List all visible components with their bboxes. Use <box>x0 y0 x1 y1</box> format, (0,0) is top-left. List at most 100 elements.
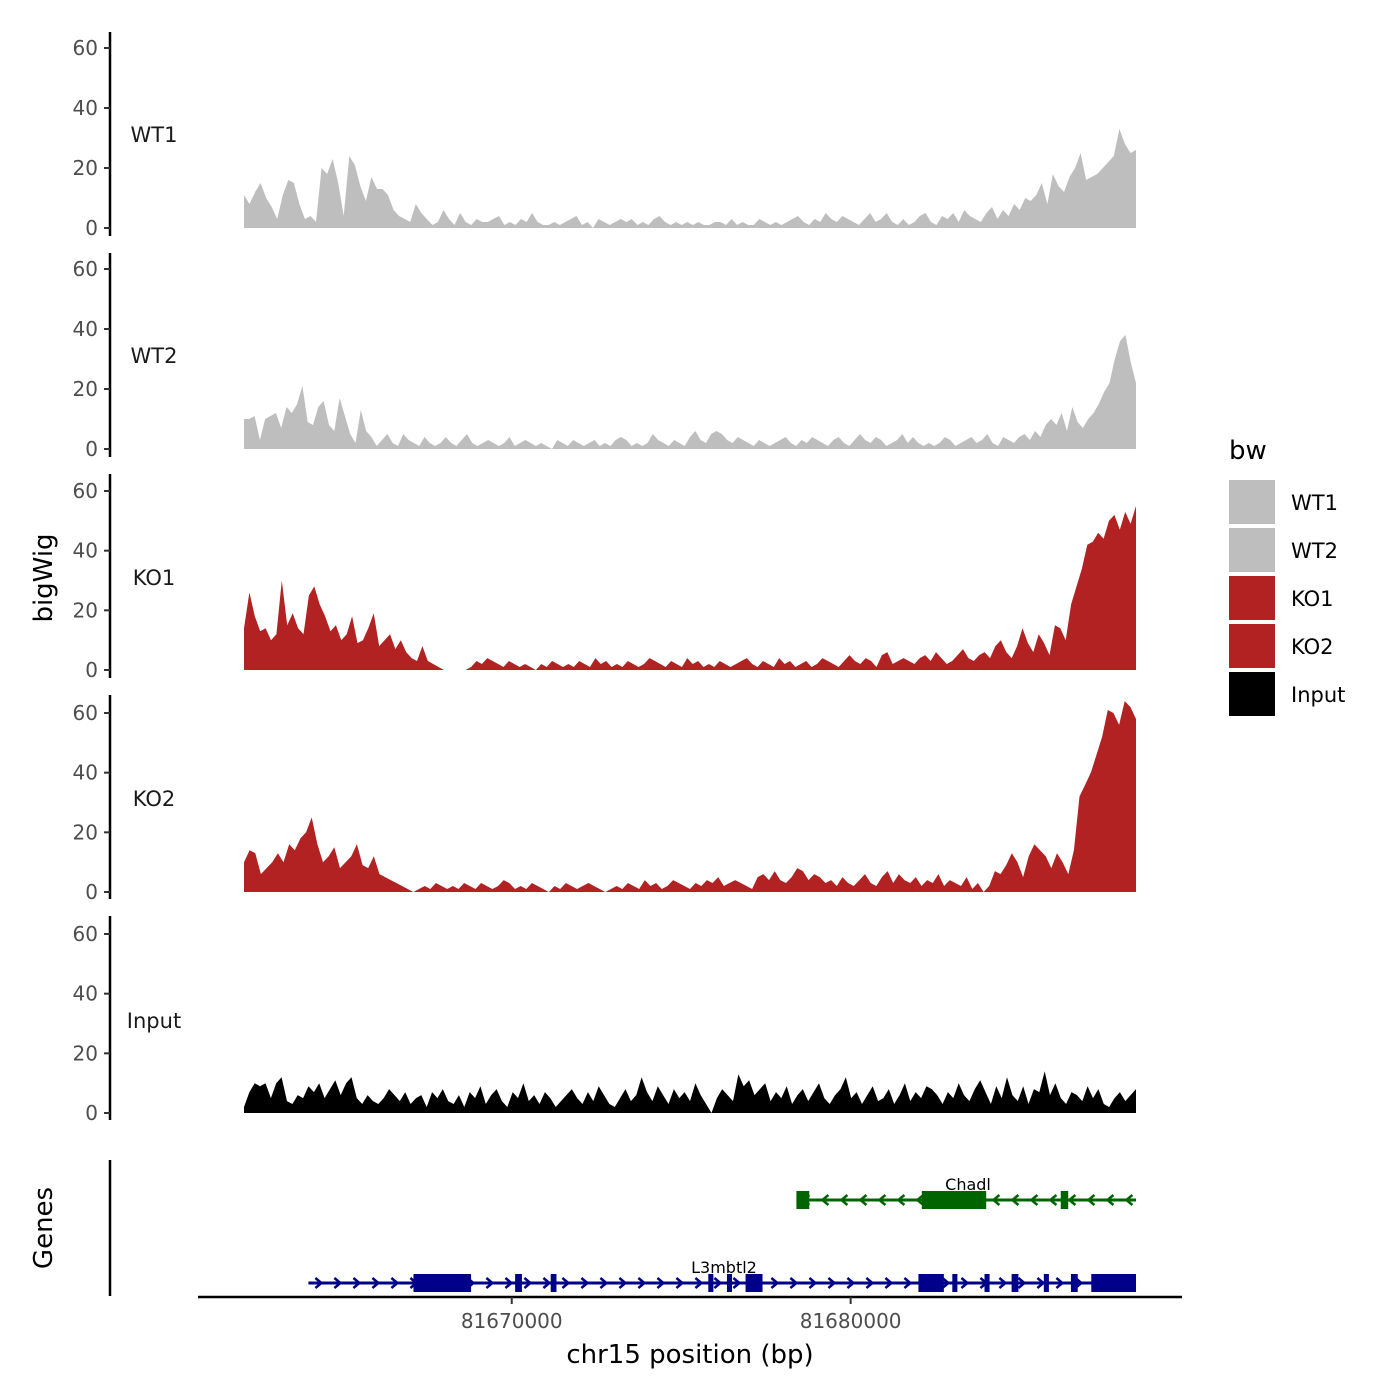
track-panel-input: Input 0 20 40 60 <box>73 916 1136 1125</box>
strand-arrow <box>1017 1277 1027 1289</box>
legend-label: Input <box>1291 683 1345 707</box>
gene-exon <box>918 1274 944 1292</box>
gene-exon <box>708 1274 714 1292</box>
y-tick-label: 40 <box>73 317 98 341</box>
legend-label: KO1 <box>1291 587 1334 611</box>
legend-label: WT1 <box>1291 491 1338 515</box>
y-tick-label: 40 <box>73 761 98 785</box>
strand-arrow <box>1036 1277 1046 1289</box>
strand-arrow <box>390 1277 400 1289</box>
gene-l3mbtl2 <box>308 1274 1136 1292</box>
strand-arrow <box>1048 1194 1058 1206</box>
y-tick-label: 60 <box>73 922 98 946</box>
legend-label: WT2 <box>1291 539 1338 563</box>
strand-arrow <box>1124 1194 1134 1206</box>
y-axis-title: bigWig <box>29 533 59 622</box>
strand-arrow <box>1029 1194 1039 1206</box>
gene-exon <box>1070 1274 1078 1292</box>
track-panel-wt1: WT1 0 20 40 60 <box>73 32 1136 240</box>
strand-arrow <box>523 1277 533 1289</box>
gene-exon <box>952 1274 958 1292</box>
track-panel-ko1: KO1 0 20 40 60 <box>73 474 1136 682</box>
genes-panel: Genes Chadl L3mbtl2 <box>29 1160 1136 1296</box>
strand-arrow <box>1086 1194 1096 1206</box>
strand-arrow <box>915 1194 925 1206</box>
strand-arrow <box>352 1277 362 1289</box>
legend-swatch <box>1229 624 1275 668</box>
y-tick-label: 0 <box>85 216 98 240</box>
y-tick-label: 20 <box>73 1041 98 1065</box>
track-label-input: Input <box>127 1009 181 1033</box>
strand-arrow <box>998 1277 1008 1289</box>
track-label-wt1: WT1 <box>131 123 178 147</box>
legend-entry-ko2: KO2 <box>1229 624 1334 668</box>
legend-swatch <box>1229 528 1275 572</box>
strand-arrow <box>694 1277 704 1289</box>
y-tick-label: 60 <box>73 36 98 60</box>
y-tick-label: 20 <box>73 820 98 844</box>
strand-arrow <box>903 1277 913 1289</box>
strand-arrow <box>1010 1194 1020 1206</box>
strand-arrow <box>656 1277 666 1289</box>
legend-title: bw <box>1229 436 1267 466</box>
y-tick-label: 0 <box>85 880 98 904</box>
track-label-wt2: WT2 <box>131 344 178 368</box>
gene-exon <box>984 1274 990 1292</box>
strand-arrow <box>991 1194 1001 1206</box>
strand-arrow <box>599 1277 609 1289</box>
gene-label-l3mbtl2: L3mbtl2 <box>691 1258 757 1277</box>
y-tick-label: 40 <box>73 96 98 120</box>
strand-arrow <box>865 1277 875 1289</box>
track-panel-wt2: WT2 0 20 40 60 <box>73 253 1136 461</box>
strand-arrow <box>1067 1194 1077 1206</box>
strand-arrow <box>542 1277 552 1289</box>
strand-arrow <box>333 1277 343 1289</box>
y-tick-label: 40 <box>73 982 98 1006</box>
area-ko2 <box>244 701 1136 892</box>
gene-exon <box>413 1274 472 1292</box>
track-label-ko2: KO2 <box>133 787 176 811</box>
strand-arrow <box>820 1194 830 1206</box>
gene-exon <box>550 1274 557 1292</box>
strand-arrow <box>770 1277 780 1289</box>
strand-arrow <box>675 1277 685 1289</box>
gene-chadl <box>796 1191 1136 1209</box>
gene-exon <box>745 1274 763 1292</box>
legend-entry-wt1: WT1 <box>1229 480 1338 524</box>
gene-exon <box>921 1191 987 1209</box>
strand-arrow <box>877 1194 887 1206</box>
strand-arrow <box>637 1277 647 1289</box>
x-tick-label: 81680000 <box>800 1309 902 1333</box>
area-input <box>244 1071 1136 1113</box>
x-tick-label: 81670000 <box>461 1309 563 1333</box>
strand-arrow <box>896 1194 906 1206</box>
y-tick-label: 60 <box>73 257 98 281</box>
strand-arrow <box>941 1277 951 1289</box>
strand-arrow <box>846 1277 856 1289</box>
area-ko1 <box>244 505 1136 670</box>
strand-arrow <box>827 1277 837 1289</box>
area-wt2 <box>244 335 1136 449</box>
strand-arrow <box>371 1277 381 1289</box>
strand-arrow <box>732 1277 742 1289</box>
gene-label-chadl: Chadl <box>945 1175 991 1194</box>
gene-exon <box>515 1274 522 1292</box>
strand-arrow <box>789 1277 799 1289</box>
gene-exon <box>726 1274 733 1292</box>
area-wt1 <box>244 129 1136 228</box>
gene-exon <box>796 1191 810 1209</box>
legend-label: KO2 <box>1291 635 1334 659</box>
y-tick-label: 20 <box>73 598 98 622</box>
legend-entry-input: Input <box>1229 672 1345 716</box>
strand-arrow <box>713 1277 723 1289</box>
strand-arrow <box>314 1277 324 1289</box>
legend-entry-wt2: WT2 <box>1229 528 1338 572</box>
strand-arrow <box>618 1277 628 1289</box>
signal-panels: WT1 0 20 40 60 WT2 0 20 40 60 KO1 0 20 40 60 KO2 … <box>73 32 1136 1125</box>
strand-arrow <box>884 1277 894 1289</box>
y-tick-label: 40 <box>73 539 98 563</box>
legend-swatch <box>1229 576 1275 620</box>
legend: bw WT1 WT2 KO1 KO2 Input <box>1229 436 1345 716</box>
strand-arrow <box>485 1277 495 1289</box>
